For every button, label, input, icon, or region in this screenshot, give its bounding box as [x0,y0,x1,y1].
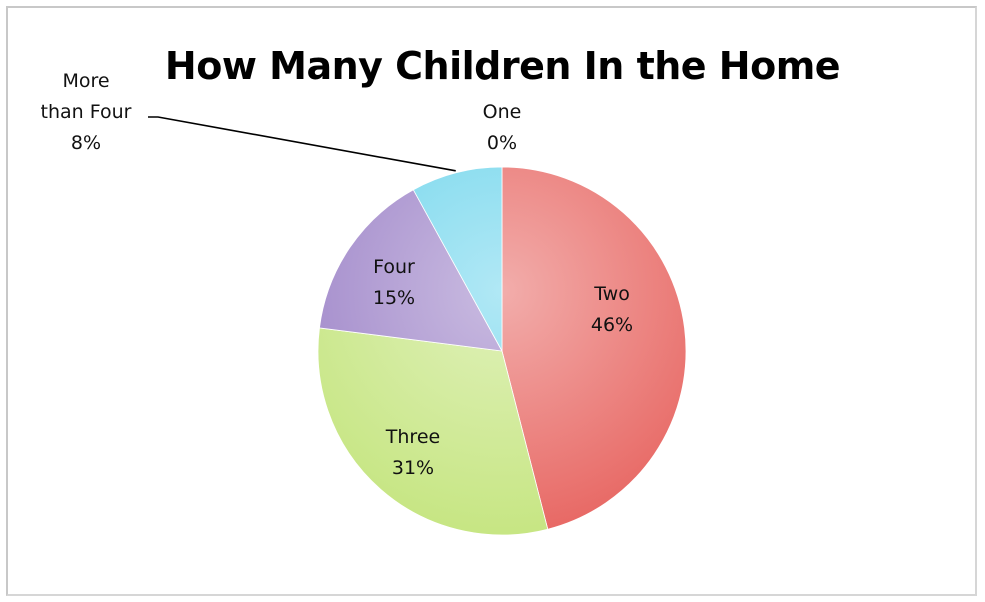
pie-slice-three [317,327,549,536]
leader-line-more-than-four [148,116,456,172]
pie-slice-four [319,189,503,352]
chart-title: How Many Children In the Home [164,44,841,88]
data-label-one: One 0% [483,101,522,154]
pie-slice-more-than-four [412,166,503,352]
data-label-more-than-four: More than Four 8% [41,70,132,154]
data-label-four: Four 15% [373,256,415,309]
data-label-three: Three 31% [385,426,440,479]
pie-slice-two [501,166,687,530]
data-label-two: Two 46% [591,283,633,336]
